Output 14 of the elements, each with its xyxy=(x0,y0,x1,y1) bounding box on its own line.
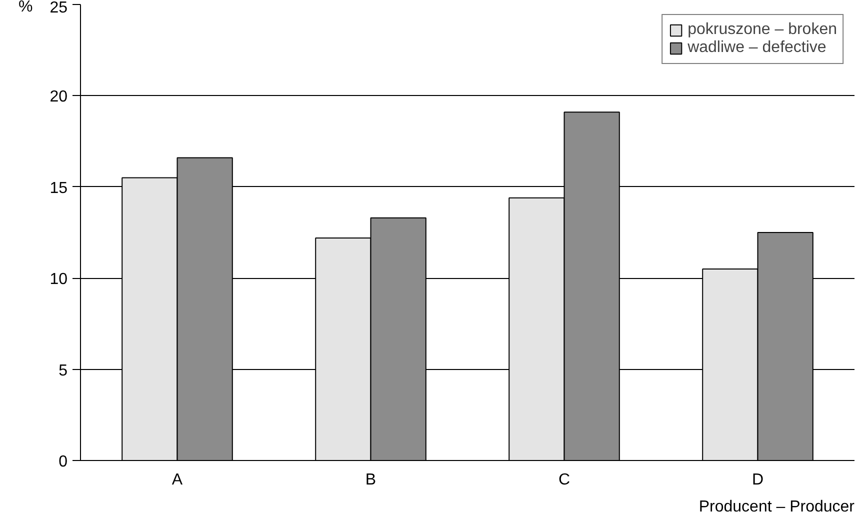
y-tick-label: 5 xyxy=(58,362,68,380)
y-tick-label: 0 xyxy=(58,454,68,470)
y-tick-label: 25 xyxy=(50,0,68,16)
x-tick-label: A xyxy=(172,472,183,488)
y-axis-title: % xyxy=(18,0,33,16)
y-tick-label: 20 xyxy=(50,88,68,106)
x-tick-label: B xyxy=(365,472,376,488)
x-axis-title: Producent – Producer xyxy=(698,498,856,516)
y-tick-label: 10 xyxy=(50,271,68,288)
y-tick-label: 15 xyxy=(50,180,68,197)
x-tick-label: D xyxy=(752,472,764,488)
x-tick-label: C xyxy=(558,472,570,488)
legend-label: wadliwe – defective xyxy=(688,39,826,57)
legend-label: pokruszone – broken xyxy=(688,21,837,39)
